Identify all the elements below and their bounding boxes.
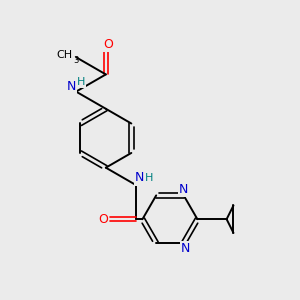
Text: N: N xyxy=(179,183,188,196)
Text: H: H xyxy=(145,173,154,183)
Text: O: O xyxy=(103,38,113,51)
Text: N: N xyxy=(67,80,76,93)
Text: N: N xyxy=(181,242,190,255)
Text: 3: 3 xyxy=(73,56,79,65)
Text: O: O xyxy=(98,213,108,226)
Text: N: N xyxy=(135,172,144,184)
Text: CH: CH xyxy=(56,50,72,60)
Text: H: H xyxy=(77,77,85,87)
